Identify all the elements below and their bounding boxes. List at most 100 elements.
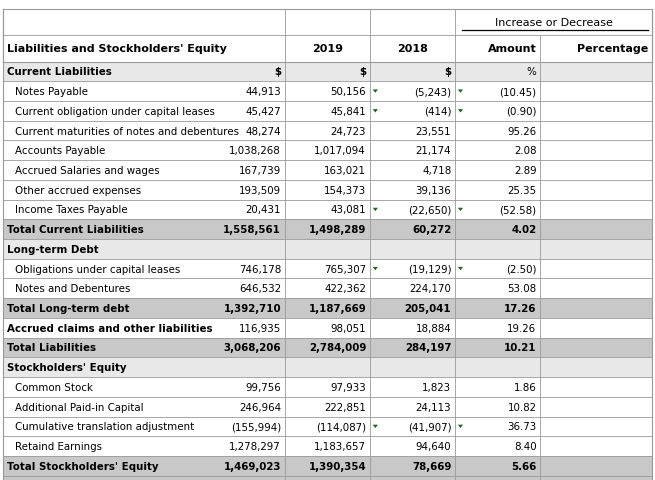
Text: Accrued claims and other liabilities: Accrued claims and other liabilities bbox=[7, 323, 212, 333]
Polygon shape bbox=[373, 267, 378, 271]
Text: 99,756: 99,756 bbox=[245, 382, 281, 392]
Text: Notes and Debentures: Notes and Debentures bbox=[15, 284, 130, 294]
Text: 39,136: 39,136 bbox=[415, 185, 451, 195]
Bar bbox=[3, 10, 652, 36]
Polygon shape bbox=[373, 208, 378, 212]
Text: 1,187,669: 1,187,669 bbox=[309, 303, 366, 313]
Text: 10.82: 10.82 bbox=[508, 402, 536, 412]
Polygon shape bbox=[458, 208, 463, 212]
Text: 53.08: 53.08 bbox=[508, 284, 536, 294]
Text: 98,051: 98,051 bbox=[331, 323, 366, 333]
Text: Accrued Salaries and wages: Accrued Salaries and wages bbox=[15, 166, 160, 176]
Text: $: $ bbox=[274, 67, 281, 77]
Bar bbox=[3, 259, 652, 279]
Text: Additional Paid-in Capital: Additional Paid-in Capital bbox=[15, 402, 143, 412]
Text: 50,156: 50,156 bbox=[331, 87, 366, 97]
Text: (2.50): (2.50) bbox=[506, 264, 536, 274]
Text: 45,841: 45,841 bbox=[330, 107, 366, 117]
Bar bbox=[3, 318, 652, 338]
Bar bbox=[3, 299, 652, 318]
Bar bbox=[3, 62, 652, 82]
Bar bbox=[3, 476, 652, 480]
Text: 746,178: 746,178 bbox=[238, 264, 281, 274]
Polygon shape bbox=[373, 110, 378, 113]
Text: 36.73: 36.73 bbox=[507, 421, 536, 432]
Text: 646,532: 646,532 bbox=[239, 284, 281, 294]
Text: 10.21: 10.21 bbox=[504, 343, 536, 353]
Text: 43,081: 43,081 bbox=[331, 205, 366, 215]
Text: 45,427: 45,427 bbox=[246, 107, 281, 117]
Text: 116,935: 116,935 bbox=[238, 323, 281, 333]
Text: 44,913: 44,913 bbox=[245, 87, 281, 97]
Text: Notes Payable: Notes Payable bbox=[15, 87, 88, 97]
Text: 205,041: 205,041 bbox=[405, 303, 451, 313]
Text: $: $ bbox=[444, 67, 451, 77]
Bar bbox=[3, 377, 652, 397]
Text: 1.86: 1.86 bbox=[514, 382, 536, 392]
Bar bbox=[3, 102, 652, 121]
Polygon shape bbox=[458, 90, 463, 94]
Text: (41,907): (41,907) bbox=[407, 421, 451, 432]
Text: Obligations under capital leases: Obligations under capital leases bbox=[15, 264, 180, 274]
Text: 1,390,354: 1,390,354 bbox=[309, 461, 366, 471]
Text: (10.45): (10.45) bbox=[499, 87, 536, 97]
Text: Current Liabilities: Current Liabilities bbox=[7, 67, 111, 77]
Text: 1,823: 1,823 bbox=[422, 382, 451, 392]
Bar bbox=[3, 240, 652, 259]
Text: Increase or Decrease: Increase or Decrease bbox=[495, 18, 612, 28]
Text: (19,129): (19,129) bbox=[407, 264, 451, 274]
Text: 246,964: 246,964 bbox=[239, 402, 281, 412]
Bar bbox=[3, 279, 652, 299]
Text: Amount: Amount bbox=[488, 44, 536, 54]
Text: Accounts Payable: Accounts Payable bbox=[15, 146, 105, 156]
Text: Other accrued expenses: Other accrued expenses bbox=[15, 185, 141, 195]
Text: (114,087): (114,087) bbox=[316, 421, 366, 432]
Text: 17.26: 17.26 bbox=[504, 303, 536, 313]
Text: 4,718: 4,718 bbox=[422, 166, 451, 176]
Polygon shape bbox=[458, 110, 463, 113]
Bar bbox=[3, 220, 652, 240]
Text: Stockholders' Equity: Stockholders' Equity bbox=[7, 362, 126, 372]
Text: Common Stock: Common Stock bbox=[15, 382, 93, 392]
Bar bbox=[3, 417, 652, 436]
Bar bbox=[3, 338, 652, 358]
Text: 78,669: 78,669 bbox=[412, 461, 451, 471]
Text: 5.66: 5.66 bbox=[511, 461, 536, 471]
Text: 2019: 2019 bbox=[312, 44, 343, 54]
Text: Liabilities and Stockholders' Equity: Liabilities and Stockholders' Equity bbox=[7, 44, 227, 54]
Text: 24,723: 24,723 bbox=[331, 126, 366, 136]
Text: 224,170: 224,170 bbox=[409, 284, 451, 294]
Text: 1,469,023: 1,469,023 bbox=[223, 461, 281, 471]
Text: 2.08: 2.08 bbox=[514, 146, 536, 156]
Text: (52.58): (52.58) bbox=[499, 205, 536, 215]
Text: 167,739: 167,739 bbox=[238, 166, 281, 176]
Text: 1,017,094: 1,017,094 bbox=[314, 146, 366, 156]
Text: 23,551: 23,551 bbox=[416, 126, 451, 136]
Text: 8.40: 8.40 bbox=[514, 441, 536, 451]
Text: Total Stockholders' Equity: Total Stockholders' Equity bbox=[7, 461, 158, 471]
Text: 1,278,297: 1,278,297 bbox=[229, 441, 281, 451]
Text: Percentage: Percentage bbox=[576, 44, 648, 54]
Bar bbox=[3, 397, 652, 417]
Text: 222,851: 222,851 bbox=[324, 402, 366, 412]
Text: %: % bbox=[527, 67, 536, 77]
Text: (0.90): (0.90) bbox=[506, 107, 536, 117]
Polygon shape bbox=[458, 425, 463, 428]
Polygon shape bbox=[373, 90, 378, 94]
Text: 193,509: 193,509 bbox=[239, 185, 281, 195]
Bar bbox=[3, 36, 652, 62]
Bar bbox=[3, 358, 652, 377]
Text: (22,650): (22,650) bbox=[408, 205, 451, 215]
Bar bbox=[3, 161, 652, 180]
Bar bbox=[3, 82, 652, 102]
Text: Income Taxes Payable: Income Taxes Payable bbox=[15, 205, 128, 215]
Text: Cumulative translation adjustment: Cumulative translation adjustment bbox=[15, 421, 195, 432]
Text: $: $ bbox=[359, 67, 366, 77]
Text: 2.89: 2.89 bbox=[514, 166, 536, 176]
Text: 24,113: 24,113 bbox=[416, 402, 451, 412]
Text: 25.35: 25.35 bbox=[508, 185, 536, 195]
Text: Current obligation under capital leases: Current obligation under capital leases bbox=[15, 107, 215, 117]
Text: 163,021: 163,021 bbox=[324, 166, 366, 176]
Text: 20,431: 20,431 bbox=[246, 205, 281, 215]
Polygon shape bbox=[373, 425, 378, 428]
